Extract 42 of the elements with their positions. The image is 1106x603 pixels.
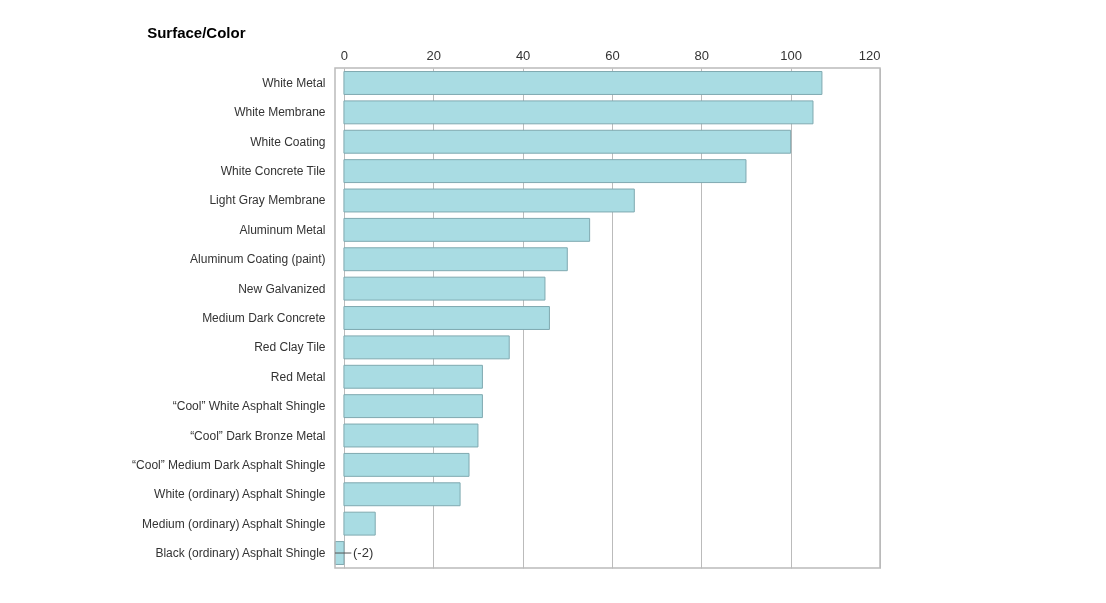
bar [343, 394, 483, 419]
y-tick-label: White Coating [250, 134, 326, 149]
y-tick-label: White Metal [262, 75, 326, 90]
bar [343, 511, 376, 536]
bar [343, 482, 461, 507]
bar [343, 188, 635, 213]
x-tick-label: 0 [340, 47, 349, 63]
x-tick-label: 60 [605, 47, 620, 63]
y-tick-label: “Cool” Dark Bronze Metal [190, 428, 326, 443]
y-tick-label: Medium Dark Concrete [202, 311, 326, 325]
y-tick-label: White Membrane [234, 105, 326, 120]
bar [343, 71, 823, 95]
y-tick-label: Aluminum Coating (paint) [190, 252, 326, 267]
bar [343, 364, 483, 389]
y-tick-label: New Galvanized [238, 281, 326, 296]
y-tick-label: Light Gray Membrane [209, 193, 326, 208]
bar [343, 159, 747, 184]
bar [343, 100, 814, 125]
bar [343, 335, 510, 360]
x-tick-label: 40 [515, 47, 531, 63]
x-tick-label: 120 [858, 47, 881, 63]
data-label: (-2) [353, 545, 374, 561]
y-tick-label: Aluminum Metal [239, 222, 326, 237]
y-tick-label: Red Metal [270, 369, 326, 384]
bar [343, 217, 591, 242]
bar [343, 129, 792, 154]
bar [343, 276, 546, 301]
x-tick-label: 100 [780, 47, 803, 63]
y-tick-label: “Cool” White Asphalt Shingle [172, 399, 326, 414]
bar [343, 247, 568, 272]
x-tick-label: 20 [426, 47, 442, 63]
y-axis-title: Surface/Color [147, 23, 246, 41]
y-tick-label: White Concrete Tile [220, 164, 326, 179]
y-tick-label: “Cool” Medium Dark Asphalt Shingle [132, 457, 326, 472]
x-tick-label: 80 [694, 47, 710, 63]
y-tick-label: Medium (ordinary) Asphalt Shingle [142, 516, 326, 531]
bar [343, 423, 479, 448]
bar [343, 306, 550, 330]
bar [343, 452, 470, 477]
y-tick-label: Black (ordinary) Asphalt Shingle [155, 546, 326, 561]
y-tick-label: White (ordinary) Asphalt Shingle [154, 487, 326, 502]
y-tick-label: Red Clay Tile [254, 340, 326, 355]
